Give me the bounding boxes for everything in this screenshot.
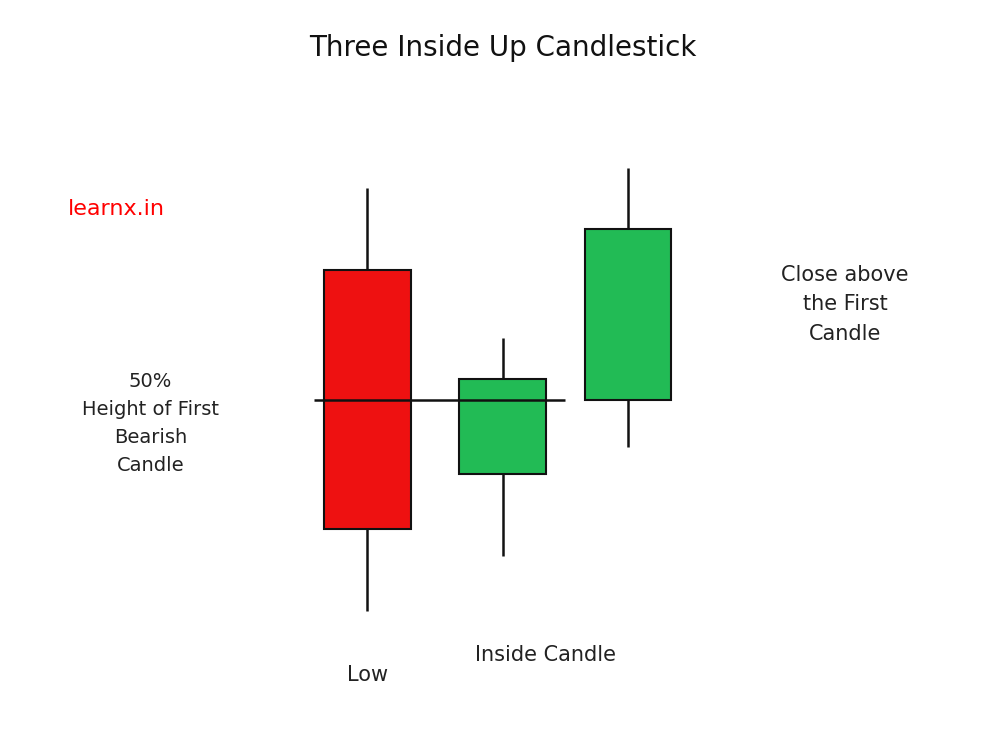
Bar (585, 230, 671, 399)
Text: 50%
Height of First
Bearish
Candle: 50% Height of First Bearish Candle (81, 372, 219, 475)
Text: Inside Candle: Inside Candle (475, 645, 616, 665)
Bar (324, 270, 411, 529)
Text: Close above
the First
Candle: Close above the First Candle (781, 265, 909, 344)
Text: Three Inside Up Candlestick: Three Inside Up Candlestick (309, 34, 696, 61)
Bar (459, 379, 546, 474)
Text: learnx.in: learnx.in (68, 199, 166, 219)
Text: Low: Low (347, 665, 388, 685)
